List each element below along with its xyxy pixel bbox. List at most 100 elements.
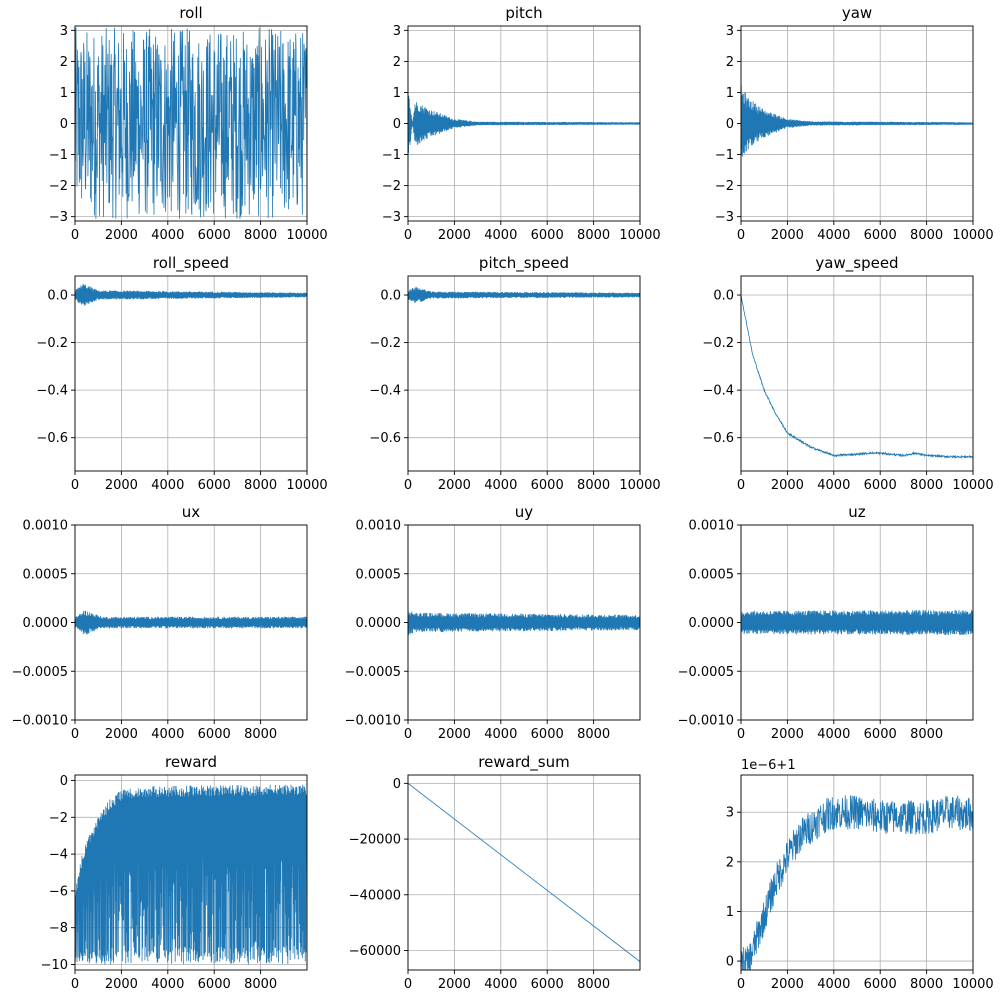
x-tick-label: 2000 [438, 478, 471, 493]
y-tick-label: −6 [49, 884, 68, 899]
subplot-yaw_speed: 0 2000 4000 6000 8000 10000 −0.6 −0.4 −0.2 0.0 yaw… [702, 254, 993, 493]
x-tick-label: 0 [737, 977, 745, 992]
y-tick-label: 0 [726, 955, 734, 970]
y-tick-label: −0.0010 [345, 714, 401, 729]
x-tick-label: 8000 [577, 727, 610, 742]
x-tick-label: 0 [404, 478, 412, 493]
series-line [741, 84, 973, 157]
y-tick-label: 3 [726, 806, 734, 821]
x-tick-label: 0 [71, 228, 79, 243]
x-tick-label: 10000 [286, 478, 327, 493]
x-tick-label: 8000 [910, 727, 943, 742]
axes-frame [407, 774, 641, 971]
y-tick-label: −0.0010 [678, 714, 734, 729]
y-tick-label: −0.6 [369, 431, 401, 446]
y-tick-label: 0 [393, 777, 401, 792]
subplot-uz: 0 2000 4000 6000 8000 −0.0010 −0.0005 0.0000 0.0… [678, 503, 974, 742]
y-tick-label: −0.0010 [12, 714, 68, 729]
y-tick-label: −3 [49, 210, 68, 225]
series-line [408, 286, 640, 303]
y-tick-label: −4 [49, 848, 68, 863]
y-tick-label: 0 [60, 774, 68, 789]
x-tick-label: 8000 [244, 977, 277, 992]
x-tick-label: 4000 [484, 727, 517, 742]
subplot-title: roll [179, 4, 202, 22]
x-tick-label: 6000 [198, 478, 231, 493]
x-tick-label: 2000 [105, 478, 138, 493]
y-tick-label: 0.0005 [23, 567, 69, 582]
x-tick-label: 4000 [484, 478, 517, 493]
subplot-title: pitch [505, 4, 542, 22]
y-tick-label: −3 [715, 210, 734, 225]
x-tick-label: 2000 [105, 727, 138, 742]
y-tick-label: −0.4 [36, 384, 68, 399]
y-tick-label: 0.0 [713, 289, 734, 304]
y-tick-label: 0.0000 [689, 616, 735, 631]
subplot-uy: 0 2000 4000 6000 8000 −0.0010 −0.0005 0.0000 0.0… [345, 503, 641, 742]
x-tick-label: 8000 [910, 478, 943, 493]
axes-frame [407, 275, 641, 472]
x-tick-label: 10000 [952, 228, 993, 243]
x-tick-label: 4000 [484, 977, 517, 992]
x-tick-label: 4000 [817, 478, 850, 493]
x-tick-label: 2000 [105, 977, 138, 992]
subplot-title: uz [848, 503, 866, 521]
subplot-pitch_speed: 0 2000 4000 6000 8000 10000 −0.6 −0.4 −0.2 0.0 pit… [369, 254, 660, 493]
subplot-pitch: 0 2000 4000 6000 8000 10000 −3 −2 −1 0 1 2 3 pitch [382, 4, 661, 243]
x-tick-label: 2000 [438, 228, 471, 243]
x-tick-label: 0 [71, 977, 79, 992]
x-tick-label: 0 [404, 228, 412, 243]
subplot-title: yaw [842, 4, 872, 22]
x-tick-label: 6000 [198, 228, 231, 243]
x-tick-label: 6000 [864, 727, 897, 742]
y-tick-label: −1 [382, 148, 401, 163]
y-tick-label: 0.0005 [689, 567, 735, 582]
y-tick-label: −1 [49, 148, 68, 163]
y-tick-label: −0.2 [36, 336, 68, 351]
x-tick-label: 8000 [244, 228, 277, 243]
x-tick-label: 4000 [817, 727, 850, 742]
x-tick-label: 8000 [577, 478, 610, 493]
y-tick-label: 0.0010 [689, 519, 735, 534]
y-tick-label: 3 [60, 24, 68, 39]
y-tick-label: 3 [393, 24, 401, 39]
y-tick-label: −0.6 [702, 431, 734, 446]
y-tick-label: 0 [393, 117, 401, 132]
y-tick-label: −3 [382, 210, 401, 225]
subplot-ux: 0 2000 4000 6000 8000 −0.0010 −0.0005 0.0000 0.0… [12, 503, 308, 742]
y-tick-label: 1 [393, 86, 401, 101]
y-tick-label: −0.4 [369, 384, 401, 399]
x-tick-label: 8000 [244, 727, 277, 742]
y-tick-label: 2 [726, 855, 734, 870]
x-tick-label: 0 [404, 977, 412, 992]
series-line [741, 609, 973, 636]
y-tick-label: 0.0000 [23, 616, 69, 631]
y-tick-label: 0 [60, 117, 68, 132]
series-line [741, 795, 973, 970]
subplot-roll: 0 2000 4000 6000 8000 10000 −3 −2 −1 0 1 2 3 roll [49, 4, 328, 243]
x-tick-label: 6000 [864, 478, 897, 493]
y-tick-label: −0.0005 [12, 665, 68, 680]
axes-frame [740, 275, 974, 472]
x-tick-label: 8000 [910, 228, 943, 243]
series-line [75, 284, 307, 306]
y-tick-label: 0.0005 [356, 567, 402, 582]
subplot-title: yaw_speed [815, 254, 898, 273]
x-tick-label: 10000 [619, 478, 660, 493]
x-tick-label: 6000 [531, 228, 564, 243]
y-tick-label: −60000 [349, 944, 401, 959]
x-tick-label: 6000 [864, 977, 897, 992]
subplot-reward_sum: 0 2000 4000 6000 8000 −60000 −40000 −20000 0 rewa… [349, 753, 641, 992]
series-line [741, 294, 973, 459]
subplot-title: reward [165, 753, 217, 771]
subplot-offset-plot: 0 2000 4000 6000 8000 10000 0 1 2 3 1e−6+1 [726, 758, 994, 992]
x-tick-label: 6000 [198, 977, 231, 992]
x-tick-label: 10000 [619, 228, 660, 243]
x-tick-label: 6000 [531, 478, 564, 493]
x-tick-label: 0 [71, 478, 79, 493]
y-tick-label: 2 [393, 55, 401, 70]
x-tick-label: 0 [737, 727, 745, 742]
x-tick-label: 2000 [105, 228, 138, 243]
y-tick-label: −0.6 [36, 431, 68, 446]
x-tick-label: 4000 [151, 977, 184, 992]
